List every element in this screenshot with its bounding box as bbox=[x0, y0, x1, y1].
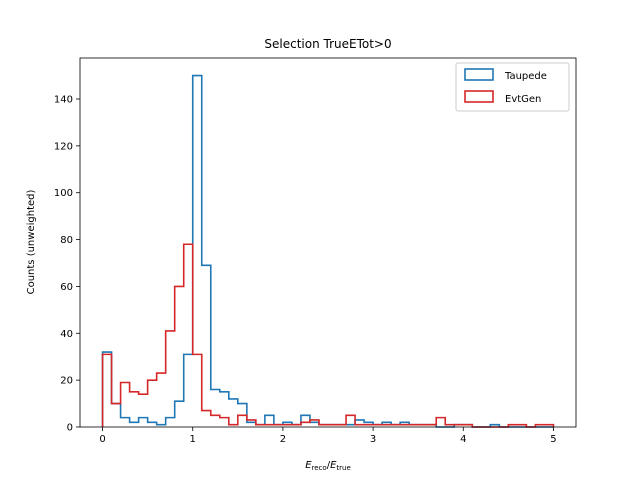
x-tick-label: 3 bbox=[370, 434, 376, 445]
x-axis-label-sub-2: true bbox=[336, 464, 350, 472]
x-tick-label: 2 bbox=[280, 434, 286, 445]
y-tick-label: 20 bbox=[60, 376, 73, 387]
legend-label-taupede: Taupede bbox=[504, 71, 547, 82]
x-tick-label: 0 bbox=[99, 434, 105, 445]
series-evtgen-step bbox=[101, 243, 555, 428]
x-tick-label: 1 bbox=[190, 434, 196, 445]
y-tick-label: 0 bbox=[67, 423, 73, 434]
x-axis-label-sub-1: reco bbox=[312, 464, 327, 472]
y-tick-label: 80 bbox=[60, 235, 73, 246]
x-tick-label: 4 bbox=[460, 434, 466, 445]
x-axis-ticks: 0 1 2 3 4 5 bbox=[99, 427, 557, 445]
plot-area bbox=[79, 57, 577, 428]
plot-frame bbox=[79, 57, 577, 428]
series-layer bbox=[101, 74, 555, 428]
legend-label-evtgen: EvtGen bbox=[505, 94, 541, 105]
x-tick-label: 5 bbox=[550, 434, 556, 445]
chart-title: Selection TrueETot>0 bbox=[264, 37, 391, 51]
y-tick-label: 60 bbox=[60, 282, 73, 293]
y-axis-label: Counts (unweighted) bbox=[26, 190, 37, 295]
legend-swatch-evtgen bbox=[464, 90, 494, 103]
legend-swatch-taupede bbox=[464, 68, 494, 81]
x-axis-label-sep: / bbox=[327, 460, 331, 471]
x-axis-label: Ereco/Etrue bbox=[305, 460, 351, 472]
x-axis-label-main-1: E bbox=[305, 460, 312, 471]
y-tick-label: 40 bbox=[60, 329, 73, 340]
legend-frame bbox=[455, 62, 570, 112]
x-axis-label-main-2: E bbox=[330, 460, 337, 471]
series-taupede-step bbox=[101, 74, 554, 428]
y-tick-label: 140 bbox=[54, 95, 73, 106]
y-tick-label: 120 bbox=[54, 141, 73, 152]
legend: Taupede EvtGen bbox=[455, 62, 570, 112]
y-axis-ticks: 0 20 40 60 80 100 120 140 bbox=[54, 95, 80, 434]
y-tick-label: 100 bbox=[54, 188, 73, 199]
